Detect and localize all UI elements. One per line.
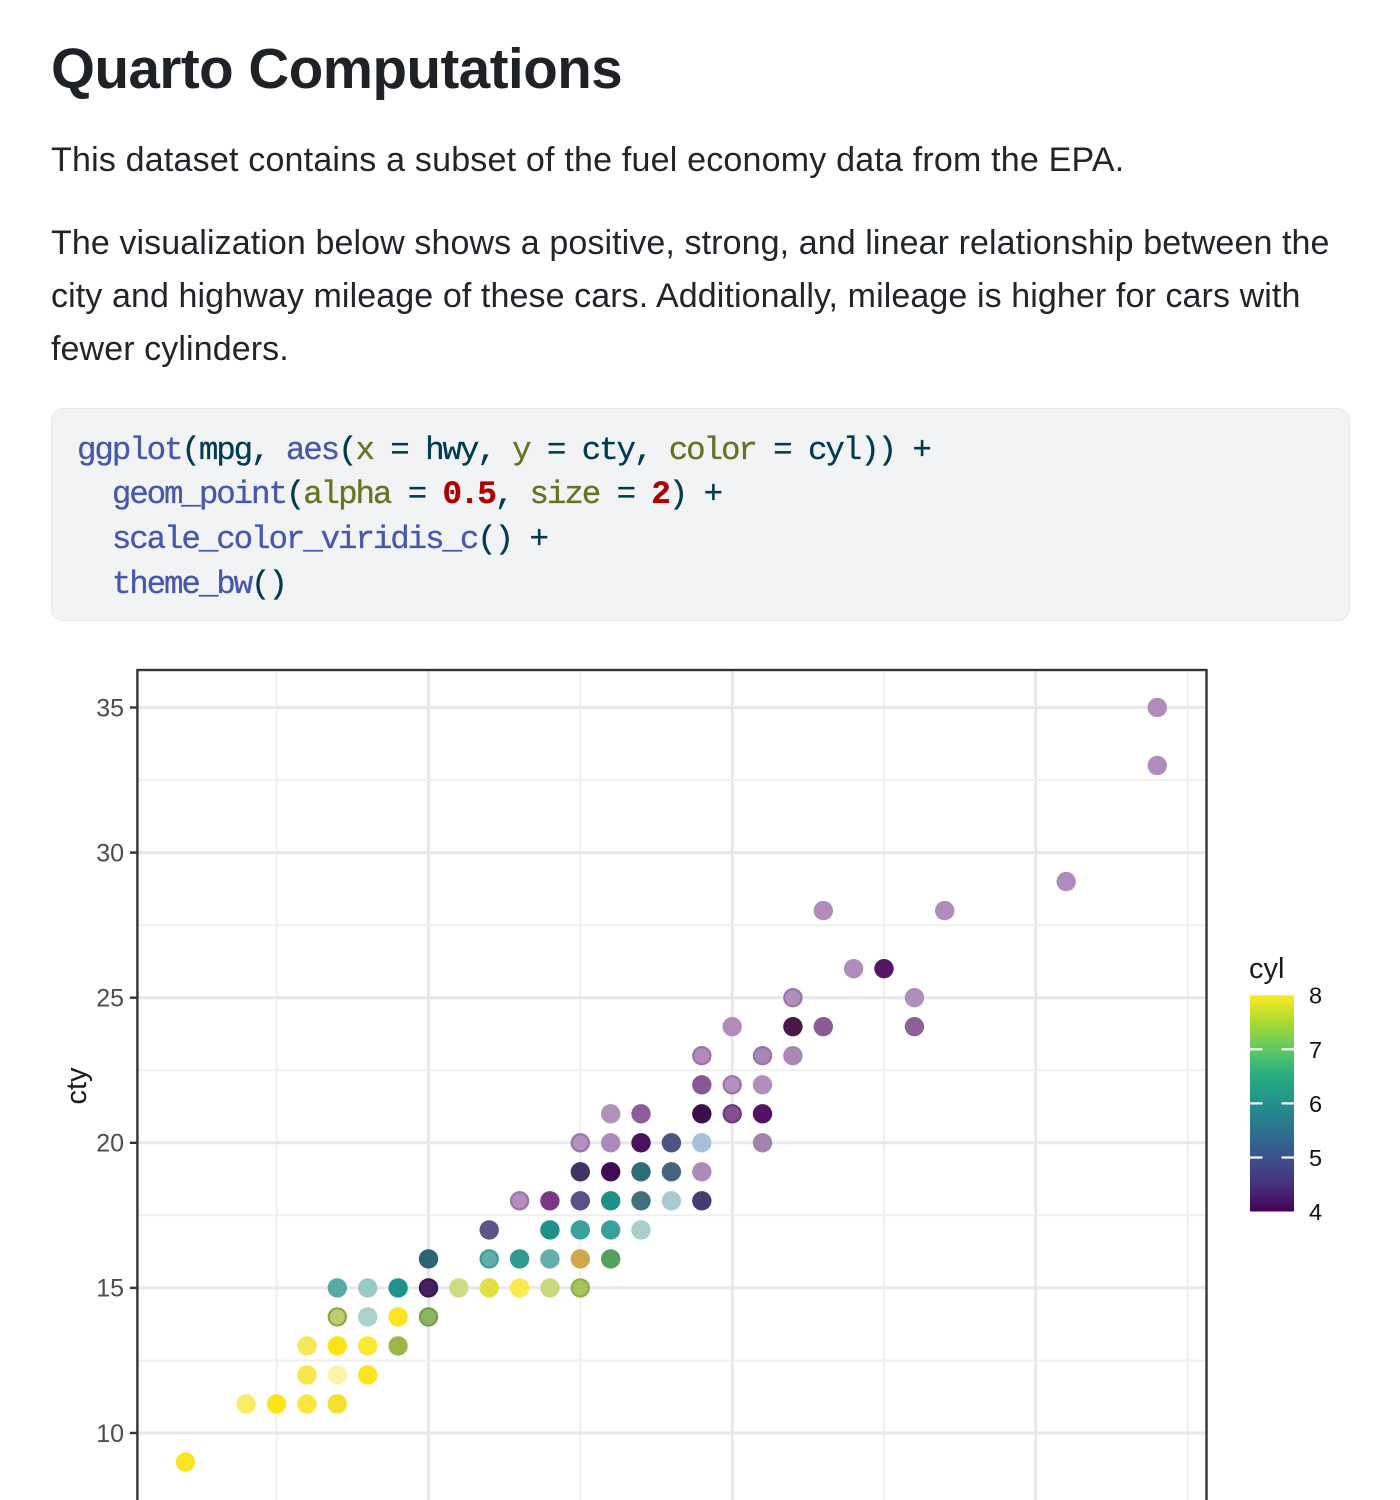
- svg-text:cty: cty: [61, 1067, 93, 1105]
- svg-text:cyl: cyl: [1249, 953, 1284, 985]
- svg-text:10: 10: [96, 1420, 124, 1448]
- svg-text:15: 15: [96, 1275, 124, 1303]
- svg-text:30: 30: [96, 839, 124, 867]
- svg-text:8: 8: [1309, 983, 1322, 1009]
- svg-text:7: 7: [1309, 1037, 1322, 1063]
- svg-text:35: 35: [96, 694, 124, 722]
- svg-text:4: 4: [1309, 1199, 1322, 1225]
- svg-text:6: 6: [1309, 1091, 1322, 1117]
- svg-text:5: 5: [1309, 1145, 1322, 1171]
- svg-text:20: 20: [96, 1130, 124, 1158]
- svg-text:25: 25: [96, 985, 124, 1013]
